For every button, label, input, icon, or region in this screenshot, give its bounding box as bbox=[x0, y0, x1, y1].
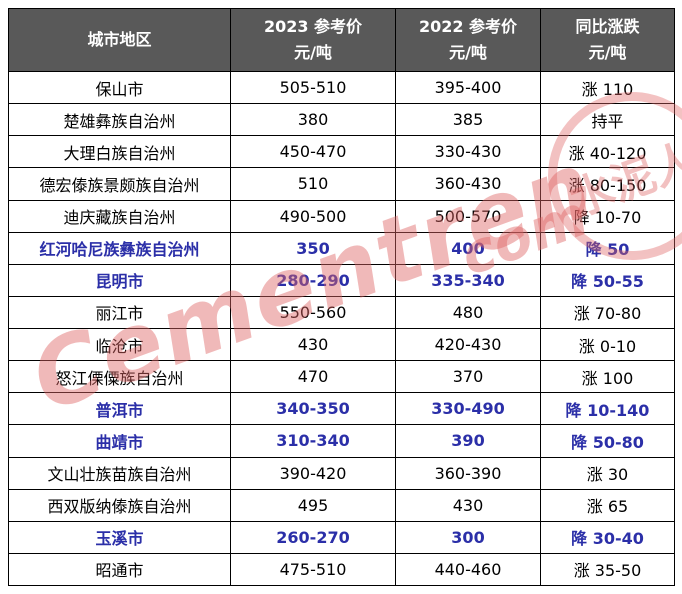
price-2022-cell: 440-460 bbox=[395, 552, 541, 587]
header-price-2023: 2023 参考价 元/吨 bbox=[230, 8, 396, 72]
price-2022-cell: 420-430 bbox=[395, 327, 541, 362]
price-2022-cell: 500-570 bbox=[395, 199, 541, 233]
yoy-change-cell: 持平 bbox=[540, 103, 675, 137]
region-cell: 昭通市 bbox=[8, 552, 231, 587]
region-cell: 保山市 bbox=[8, 70, 231, 105]
table-row: 昭通市 475-510 440-460 涨 35-50 bbox=[8, 552, 675, 587]
price-2023-cell: 430 bbox=[230, 327, 396, 362]
yoy-change-cell: 降 10-140 bbox=[540, 392, 675, 426]
price-2023-cell: 475-510 bbox=[230, 552, 396, 587]
price-table: 城市地区 2023 参考价 元/吨 2022 参考价 元/吨 同比涨跌 元/吨 … bbox=[8, 8, 675, 587]
price-2023-cell: 390-420 bbox=[230, 456, 396, 490]
region-cell: 玉溪市 bbox=[8, 520, 231, 554]
table-row: 文山壮族苗族自治州 390-420 360-390 涨 30 bbox=[8, 456, 675, 490]
table-row: 丽江市 550-560 480 涨 70-80 bbox=[8, 295, 675, 330]
table-row: 红河哈尼族彝族自治州 350 400 降 50 bbox=[8, 231, 675, 265]
header-price-2023-unit: 元/吨 bbox=[294, 43, 332, 62]
yoy-change-cell: 涨 70-80 bbox=[540, 295, 675, 330]
price-2023-cell: 310-340 bbox=[230, 424, 396, 458]
price-2022-cell: 335-340 bbox=[395, 263, 541, 297]
price-2023-cell: 380 bbox=[230, 103, 396, 137]
price-2022-cell: 400 bbox=[395, 231, 541, 265]
region-cell: 临沧市 bbox=[8, 327, 231, 362]
region-cell: 大理白族自治州 bbox=[8, 135, 231, 169]
region-cell: 曲靖市 bbox=[8, 424, 231, 458]
region-cell: 楚雄彝族自治州 bbox=[8, 103, 231, 137]
yoy-change-cell: 涨 80-150 bbox=[540, 167, 675, 201]
yoy-change-cell: 涨 40-120 bbox=[540, 135, 675, 169]
price-2023-cell: 490-500 bbox=[230, 199, 396, 233]
yoy-change-cell: 降 30-40 bbox=[540, 520, 675, 554]
header-price-2022: 2022 参考价 元/吨 bbox=[395, 8, 541, 72]
table-row: 保山市 505-510 395-400 涨 110 bbox=[8, 70, 675, 105]
header-region-title: 城市地区 bbox=[87, 30, 152, 50]
price-2022-cell: 480 bbox=[395, 295, 541, 330]
region-cell: 普洱市 bbox=[8, 392, 231, 426]
table-row: 迪庆藏族自治州 490-500 500-570 降 10-70 bbox=[8, 199, 675, 233]
yoy-change-cell: 涨 100 bbox=[540, 360, 675, 394]
yoy-change-cell: 降 50 bbox=[540, 231, 675, 265]
region-cell: 昆明市 bbox=[8, 263, 231, 297]
price-2023-cell: 260-270 bbox=[230, 520, 396, 554]
header-region: 城市地区 bbox=[8, 8, 231, 72]
price-2022-cell: 360-430 bbox=[395, 167, 541, 201]
price-2023-cell: 510 bbox=[230, 167, 396, 201]
price-2022-cell: 395-400 bbox=[395, 70, 541, 105]
yoy-change-cell: 降 50-55 bbox=[540, 263, 675, 297]
yoy-change-cell: 涨 35-50 bbox=[540, 552, 675, 587]
price-2023-cell: 280-290 bbox=[230, 263, 396, 297]
price-2022-cell: 300 bbox=[395, 520, 541, 554]
price-2022-cell: 385 bbox=[395, 103, 541, 137]
header-price-2023-title: 2023 参考价 bbox=[263, 17, 363, 37]
table-row: 西双版纳傣族自治州 495 430 涨 65 bbox=[8, 488, 675, 522]
price-2023-cell: 470 bbox=[230, 360, 396, 394]
region-cell: 丽江市 bbox=[8, 295, 231, 330]
table-row: 玉溪市 260-270 300 降 30-40 bbox=[8, 520, 675, 554]
table-row: 楚雄彝族自治州 380 385 持平 bbox=[8, 103, 675, 137]
region-cell: 文山壮族苗族自治州 bbox=[8, 456, 231, 490]
price-2023-cell: 340-350 bbox=[230, 392, 396, 426]
region-cell: 红河哈尼族彝族自治州 bbox=[8, 231, 231, 265]
region-cell: 迪庆藏族自治州 bbox=[8, 199, 231, 233]
header-row: 城市地区 2023 参考价 元/吨 2022 参考价 元/吨 同比涨跌 元/吨 bbox=[8, 8, 675, 72]
yoy-change-cell: 降 10-70 bbox=[540, 199, 675, 233]
header-yoy-change: 同比涨跌 元/吨 bbox=[540, 8, 675, 72]
yoy-change-cell: 涨 65 bbox=[540, 488, 675, 522]
yoy-change-cell: 涨 110 bbox=[540, 70, 675, 105]
price-2023-cell: 505-510 bbox=[230, 70, 396, 105]
price-2022-cell: 330-490 bbox=[395, 392, 541, 426]
price-2022-cell: 430 bbox=[395, 488, 541, 522]
price-2022-cell: 390 bbox=[395, 424, 541, 458]
price-2022-cell: 330-430 bbox=[395, 135, 541, 169]
yoy-change-cell: 涨 0-10 bbox=[540, 327, 675, 362]
yoy-change-cell: 降 50-80 bbox=[540, 424, 675, 458]
table-row: 怒江傈僳族自治州 470 370 涨 100 bbox=[8, 360, 675, 394]
table-row: 昆明市 280-290 335-340 降 50-55 bbox=[8, 263, 675, 297]
price-2022-cell: 370 bbox=[395, 360, 541, 394]
table-row: 普洱市 340-350 330-490 降 10-140 bbox=[8, 392, 675, 426]
price-2023-cell: 350 bbox=[230, 231, 396, 265]
price-2023-cell: 450-470 bbox=[230, 135, 396, 169]
price-2023-cell: 550-560 bbox=[230, 295, 396, 330]
region-cell: 西双版纳傣族自治州 bbox=[8, 488, 231, 522]
price-2023-cell: 495 bbox=[230, 488, 396, 522]
table-row: 大理白族自治州 450-470 330-430 涨 40-120 bbox=[8, 135, 675, 169]
header-yoy-change-title: 同比涨跌 bbox=[575, 17, 640, 37]
yoy-change-cell: 涨 30 bbox=[540, 456, 675, 490]
table-row: 德宏傣族景颇族自治州 510 360-430 涨 80-150 bbox=[8, 167, 675, 201]
table-row: 曲靖市 310-340 390 降 50-80 bbox=[8, 424, 675, 458]
table-row: 临沧市 430 420-430 涨 0-10 bbox=[8, 327, 675, 362]
header-yoy-change-unit: 元/吨 bbox=[588, 43, 627, 62]
header-price-2022-title: 2022 参考价 bbox=[418, 17, 518, 37]
header-price-2022-unit: 元/吨 bbox=[449, 43, 487, 62]
price-2022-cell: 360-390 bbox=[395, 456, 541, 490]
region-cell: 怒江傈僳族自治州 bbox=[8, 360, 231, 394]
region-cell: 德宏傣族景颇族自治州 bbox=[8, 167, 231, 201]
